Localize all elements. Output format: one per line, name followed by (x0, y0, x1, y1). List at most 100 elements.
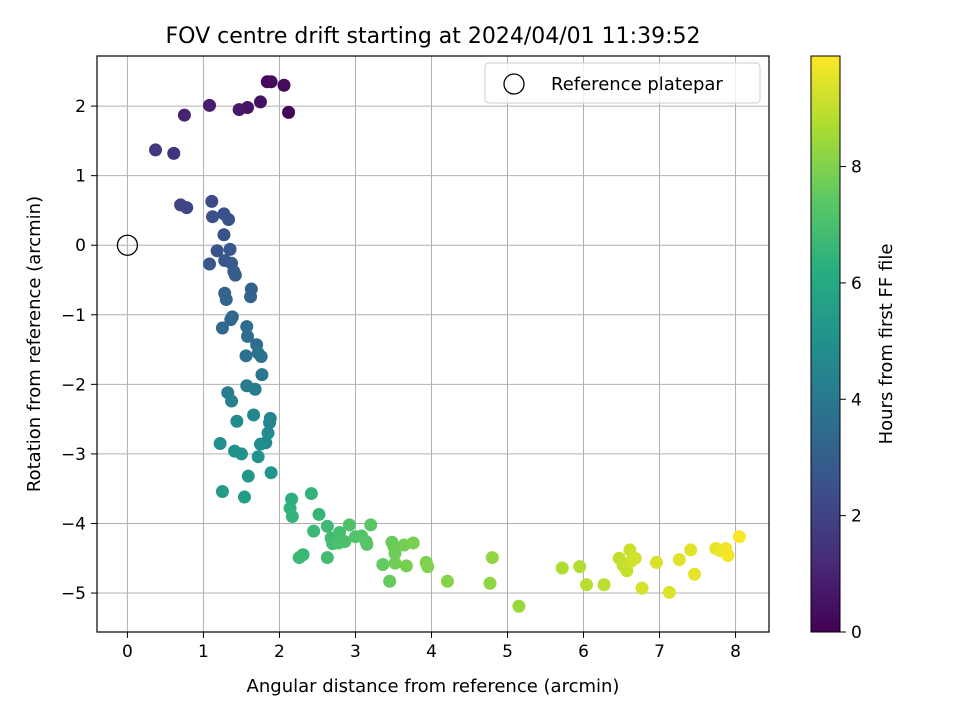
data-point (219, 292, 233, 306)
legend-entry-reference: Reference platepar (551, 74, 723, 95)
x-tick-label: 7 (654, 642, 665, 662)
data-point (241, 469, 255, 483)
colorbar-tick-label: 6 (851, 274, 862, 294)
data-point (364, 518, 378, 532)
data-point (224, 313, 238, 327)
data-point (251, 450, 265, 464)
data-point (721, 548, 735, 562)
legend: Reference platepar (484, 62, 761, 104)
x-tick-label: 3 (350, 642, 361, 662)
data-point (292, 551, 306, 565)
x-tick-label: 0 (122, 642, 133, 662)
y-tick-label: 0 (75, 236, 86, 256)
data-point (440, 574, 454, 588)
data-point (253, 95, 267, 109)
data-point (223, 242, 237, 256)
data-point (421, 560, 435, 574)
x-tick-label: 4 (426, 642, 437, 662)
data-point (215, 321, 229, 335)
data-point (320, 551, 334, 565)
data-point (149, 143, 163, 157)
data-point (248, 382, 262, 396)
data-point (672, 553, 686, 567)
reference-platepar-marker (116, 234, 139, 256)
data-point (247, 408, 261, 422)
data-point (234, 447, 248, 461)
data-point (399, 559, 413, 573)
data-point (254, 350, 268, 364)
data-point (241, 329, 255, 343)
data-point (282, 105, 296, 119)
data-point (263, 416, 277, 430)
data-point (304, 487, 318, 501)
x-axis-ticks: 0 1 2 3 4 5 6 7 8 (122, 632, 741, 662)
y-tick-label: −3 (61, 445, 86, 465)
y-tick-label: 2 (75, 97, 86, 117)
data-point (312, 507, 326, 521)
y-tick-label: −1 (61, 306, 86, 326)
data-point (237, 490, 251, 504)
x-tick-label: 6 (578, 642, 589, 662)
data-point (277, 78, 291, 92)
data-point (285, 510, 299, 524)
reference-marker-layer (116, 234, 139, 256)
data-point (203, 257, 217, 271)
data-point (688, 567, 702, 581)
data-point (620, 564, 634, 578)
x-tick-label: 5 (502, 642, 513, 662)
y-tick-label: −4 (61, 514, 86, 534)
data-point (213, 436, 227, 450)
colorbar-tick-label: 2 (851, 507, 862, 527)
data-point (387, 540, 401, 554)
data-point (555, 561, 569, 575)
data-point (320, 519, 334, 533)
data-point (649, 555, 663, 569)
data-point (388, 556, 402, 570)
data-point (360, 537, 374, 551)
legend-marker-circle (503, 73, 525, 95)
y-tick-label: −2 (61, 375, 86, 395)
colorbar-tick-label: 4 (851, 390, 862, 410)
data-point (338, 535, 352, 549)
data-point (167, 146, 181, 160)
y-tick-label: 1 (75, 167, 86, 187)
data-point (244, 290, 258, 304)
data-point (264, 466, 278, 480)
colorbar-tick-label: 8 (851, 158, 862, 178)
chart-title: FOV centre drift starting at 2024/04/01 … (166, 24, 701, 49)
scatter-points (149, 75, 746, 613)
data-point (635, 581, 649, 595)
data-point (232, 103, 246, 117)
y-axis-ticks: −5 −4 −3 −2 −1 0 1 2 (61, 97, 97, 604)
data-point (684, 543, 698, 557)
colorbar (810, 55, 841, 633)
colorbar-label: Hours from first FF file (876, 244, 897, 445)
data-point (255, 368, 269, 382)
data-point (483, 576, 497, 590)
data-point (662, 585, 676, 599)
data-point (239, 349, 253, 363)
data-point (376, 558, 390, 572)
data-point (485, 551, 499, 565)
data-point (383, 574, 397, 588)
x-tick-label: 2 (274, 642, 285, 662)
data-point (203, 98, 217, 112)
data-point (180, 201, 194, 215)
data-point (512, 599, 526, 613)
data-point (210, 244, 224, 258)
data-point (342, 518, 356, 532)
data-point (240, 320, 254, 334)
data-point (580, 578, 594, 592)
data-point (215, 484, 229, 498)
data-point (228, 268, 242, 282)
data-point (177, 108, 191, 122)
data-point (406, 536, 420, 550)
y-axis-label: Rotation from reference (arcmin) (24, 196, 45, 492)
data-point (225, 394, 239, 408)
data-point (253, 437, 267, 451)
y-tick-label: −5 (61, 584, 86, 604)
data-point (230, 414, 244, 428)
plot-frame (96, 55, 770, 633)
data-point (206, 210, 220, 224)
